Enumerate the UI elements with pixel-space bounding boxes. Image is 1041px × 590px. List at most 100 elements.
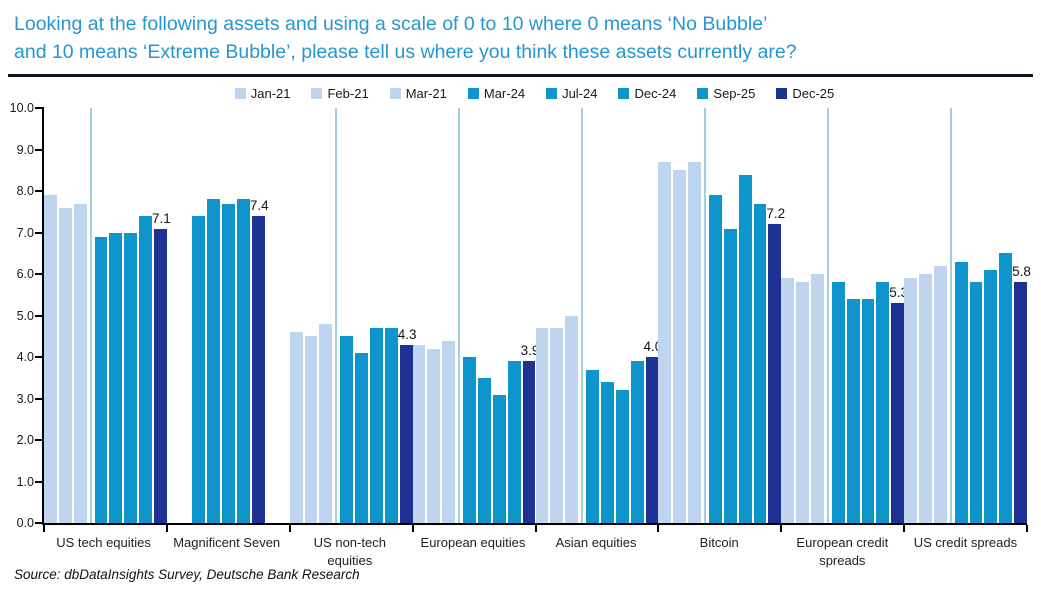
bar-Jan-21	[289, 332, 303, 524]
chart-legend: Jan-21 Feb-21 Mar-21 Mar-24 Jul-24 Dec-24 Sep-…	[42, 86, 1027, 101]
y-tick-mark	[35, 148, 44, 151]
x-axis-label-US credit spreads: US credit spreads	[913, 535, 1018, 551]
survey-era-divider-line	[581, 108, 584, 524]
bar-Feb-21	[918, 274, 932, 524]
legend-item-Feb-21: Feb-21	[311, 86, 369, 102]
bar-Mar-21	[319, 323, 333, 524]
bar-value-label: 7.1	[152, 210, 171, 226]
x-axis-labels: US tech equities Magnificent Seven US non-…	[42, 534, 1027, 569]
x-axis-label-Bitcoin: Bitcoin	[699, 535, 739, 551]
bar-Sep-25	[507, 361, 521, 524]
bar-Dec-25: 4.0	[644, 339, 662, 524]
legend-item-Mar-24: Mar-24	[467, 86, 525, 101]
bar-Feb-21	[58, 207, 72, 524]
bar-value-label: 4.3	[397, 326, 417, 342]
bar-Sep-25	[630, 361, 644, 524]
y-tick-mark	[35, 231, 44, 234]
bar-group-Magnificent Seven: 7.4	[167, 108, 290, 524]
x-tick-mark	[534, 525, 537, 533]
y-tick-mark	[35, 273, 44, 276]
bar-Feb-21	[796, 282, 809, 524]
y-tick-label: 8.0	[16, 184, 34, 199]
bar-Sep-25	[999, 253, 1013, 524]
chart-title: Looking at the following assets and usin…	[0, 0, 1041, 66]
bar-Feb-21	[304, 336, 318, 524]
bar-Jul-24	[478, 377, 491, 524]
survey-era-divider-line	[949, 108, 952, 524]
x-axis-label-European credit spreads: European credit spreads	[796, 535, 889, 568]
bar-Dec-25: 7.1	[152, 211, 171, 524]
bar-Jul-24	[355, 353, 369, 524]
bar-value-label: 5.3	[889, 285, 909, 301]
y-tick-mark	[35, 480, 44, 483]
chart-title-line1: Looking at the following assets and usin…	[14, 13, 768, 35]
bar-Mar-24	[463, 357, 477, 524]
bar-Mar-24	[191, 216, 205, 524]
legend-swatch-icon	[234, 88, 246, 100]
survey-era-divider-line	[826, 108, 829, 524]
bar-value-label: 7.4	[249, 198, 269, 214]
legend-item-Dec-24: Dec-24	[618, 86, 676, 101]
bar-Sep-25	[236, 199, 250, 524]
x-axis-label-Magnificent Seven: Magnificent Seven	[173, 535, 281, 551]
x-axis-label-US tech equities: US tech equities	[56, 535, 151, 551]
survey-era-divider-line	[335, 108, 338, 524]
bar-Jan-21	[44, 195, 57, 524]
bar-Dec-25: 3.9	[521, 343, 539, 524]
legend-label: Feb-21	[327, 86, 369, 102]
bar-Dec-24	[861, 299, 875, 524]
legend-item-Sep-25: Sep-25	[697, 86, 755, 101]
bar-group-Asian equities: 4.0	[535, 108, 662, 524]
y-tick-label: 6.0	[16, 267, 34, 282]
bar-group-European equities: 3.9	[412, 108, 539, 524]
bar-Dec-24	[615, 390, 629, 524]
y-tick-mark	[35, 397, 44, 400]
legend-label: Jul-24	[562, 86, 598, 102]
bar-groups: 7.1 7.4 4.3 3.9 4.0 7.2 5.3 5.8	[44, 108, 1031, 524]
bar-Sep-25	[876, 282, 890, 524]
y-tick-mark	[35, 107, 44, 110]
bar-Jul-24	[600, 382, 614, 524]
bar-Dec-25: 7.2	[766, 206, 785, 524]
bar-Mar-21	[810, 274, 824, 524]
bar-group-Bitcoin: 7.2	[658, 108, 785, 524]
plot-area: 7.1 7.4 4.3 3.9 4.0 7.2 5.3 5.8 10.0 9.0 8.0 7.0 6.…	[10, 101, 1031, 533]
bar-Dec-24	[984, 270, 998, 524]
y-tick-mark	[35, 356, 44, 359]
bar-Mar-24	[954, 261, 968, 524]
legend-label: Jan-21	[250, 86, 291, 102]
bar-Mar-21	[688, 162, 701, 524]
bar-Jan-21	[904, 278, 917, 524]
y-tick-label: 10.0	[9, 101, 34, 116]
bar-Mar-21	[933, 265, 947, 524]
bar-Jan-21	[658, 162, 672, 524]
x-tick-mark	[43, 525, 45, 533]
bar-Mar-24	[94, 236, 108, 524]
y-tick-label: 7.0	[16, 225, 34, 240]
legend-label: Mar-21	[405, 86, 447, 102]
bar-Mar-24	[340, 336, 354, 524]
legend-swatch-icon	[311, 88, 323, 100]
bar-value-label: 4.0	[643, 339, 663, 355]
y-tick-mark	[35, 439, 44, 442]
legend-item-Jan-21: Jan-21	[234, 86, 291, 102]
bar-Mar-21	[565, 315, 579, 524]
bar-group-US non-tech equities: 4.3	[289, 108, 417, 524]
legend-swatch-icon	[546, 88, 558, 100]
bar-Feb-21	[673, 170, 687, 524]
bar-Dec-24	[492, 394, 506, 524]
legend-swatch-icon	[389, 88, 401, 100]
y-tick-label: 9.0	[16, 142, 34, 157]
bar-value-label: 5.8	[1012, 264, 1031, 280]
bar-Dec-25: 4.3	[398, 327, 417, 524]
bar-value-label: 7.2	[766, 206, 786, 222]
bar-Jan-21	[781, 278, 795, 524]
survey-era-divider-line	[89, 108, 92, 524]
legend-item-Jul-24: Jul-24	[546, 86, 597, 101]
bar-Dec-24	[221, 203, 235, 524]
bar-Dec-24	[124, 232, 138, 524]
y-tick-label: 2.0	[16, 433, 34, 448]
legend-item-Mar-21: Mar-21	[389, 86, 447, 102]
x-axis-label-US non-tech equities: US non-tech equities	[313, 535, 386, 568]
bar-Dec-25: 5.3	[889, 285, 908, 524]
